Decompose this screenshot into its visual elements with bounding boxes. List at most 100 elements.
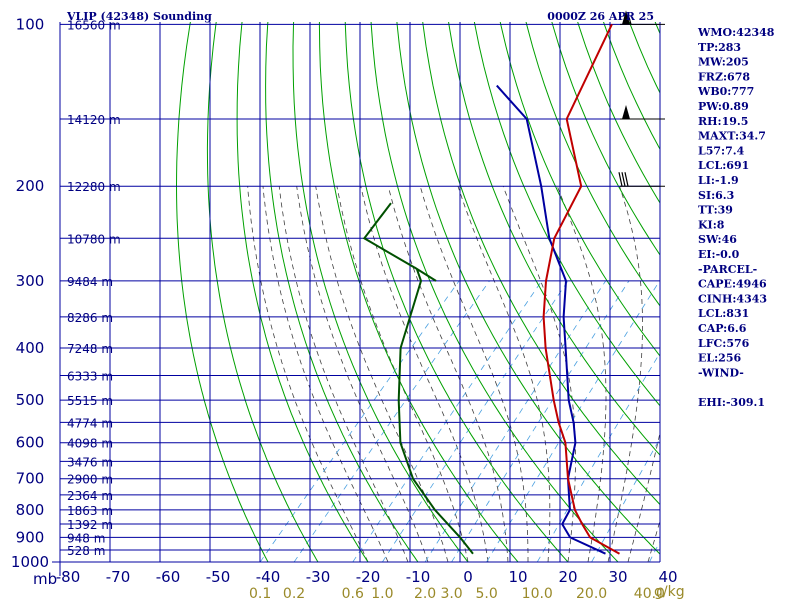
moist-adiabats <box>247 186 660 562</box>
moist-adiabat <box>278 186 409 562</box>
height-label: 2900 m <box>67 473 113 487</box>
mixing-ratio-line <box>352 280 543 562</box>
moist-adiabat <box>360 186 489 562</box>
pressure-tick-label: 1000 <box>11 553 49 571</box>
dry-adiabat <box>175 22 269 562</box>
mixing-ratio-tick-label: 0.2 <box>283 586 305 600</box>
index-entry: -PARCEL- <box>698 263 757 276</box>
index-entry: RH:19.5 <box>698 115 748 128</box>
mixing-ratio-line <box>536 352 660 562</box>
mixing-ratio-line <box>486 280 660 562</box>
moist-adiabat <box>627 431 660 562</box>
index-entry: MW:205 <box>698 56 749 69</box>
plot-grid <box>52 22 661 576</box>
index-entry: CAP:6.6 <box>698 322 747 335</box>
mixing-ratio-line <box>451 280 630 562</box>
moist-adiabat <box>262 186 389 562</box>
moist-adiabat <box>607 186 643 562</box>
index-entry: PW:0.89 <box>698 100 749 113</box>
temperature-tick-label: -80 <box>56 568 81 586</box>
wind-barb-feather <box>618 172 623 187</box>
wind-barbs <box>618 10 665 187</box>
temperature-tick-label: -10 <box>406 568 431 586</box>
temperature-tick-label: 0 <box>463 568 473 586</box>
index-entry: EHI:-309.1 <box>698 396 765 409</box>
index-entry: LFC:576 <box>698 337 750 350</box>
index-entry: EI:-0.0 <box>698 248 740 261</box>
index-entry: SI:6.3 <box>698 189 734 202</box>
temperature-tick-label: -30 <box>306 568 331 586</box>
temperature-tick-label: 20 <box>558 568 577 586</box>
mixing-ratio-tick-label: 1.0 <box>371 586 393 600</box>
index-entry: LI:-1.9 <box>698 174 739 187</box>
pressure-tick-label: 600 <box>16 434 45 452</box>
height-label: 1863 m <box>67 504 113 518</box>
height-label: 10780 m <box>67 232 121 246</box>
wind-barb-pennant <box>622 105 630 120</box>
height-label: 7248 m <box>67 342 113 356</box>
index-entry: TP:283 <box>698 41 741 54</box>
index-entry: CINH:4343 <box>698 292 767 305</box>
index-entry: L57:7.4 <box>698 144 745 157</box>
chart-title: VLIP (42348) Sounding <box>66 10 212 23</box>
index-entry: LCL:691 <box>698 159 749 172</box>
mixing-ratio-line <box>424 280 607 562</box>
temperature-trace <box>542 23 620 555</box>
index-entry: -WIND- <box>698 366 744 379</box>
pressure-tick-label: 700 <box>16 470 45 488</box>
moist-adiabat <box>247 186 369 562</box>
index-entry: EL:256 <box>698 352 741 365</box>
height-label: 5515 m <box>67 394 113 408</box>
index-entry: LCL:831 <box>698 307 749 320</box>
index-entry: WB0:777 <box>697 85 754 98</box>
height-label: 2364 m <box>67 489 113 503</box>
height-label: 528 m <box>67 544 105 558</box>
y-axis-label: mb <box>33 570 57 588</box>
height-label: 12280 m <box>67 180 121 194</box>
mixing-ratio-tick-label: 3.0 <box>440 586 462 600</box>
pressure-tick-label: 900 <box>16 528 45 546</box>
wind-barb-half-feather <box>628 17 632 25</box>
mixing-ratio-tick-label: 2.0 <box>414 586 436 600</box>
index-entry: KI:8 <box>698 218 725 231</box>
wind-barb-pennant <box>622 10 630 25</box>
moist-adiabat <box>556 186 607 562</box>
temperature-tick-label: 10 <box>508 568 527 586</box>
wind-barb-feather <box>624 172 629 187</box>
pressure-tick-label: 800 <box>16 501 45 519</box>
index-entry: CAPE:4946 <box>698 278 767 291</box>
height-label: 3476 m <box>67 455 113 469</box>
index-entry: SW:46 <box>698 233 737 246</box>
wind-barb-feather <box>621 172 626 187</box>
height-label: 4774 m <box>67 416 113 430</box>
height-label: 6333 m <box>67 370 113 384</box>
mixing-ratio-line <box>382 280 569 562</box>
dry-adiabat <box>236 22 369 562</box>
height-label: 16560 m <box>67 18 121 32</box>
temperature-tick-label: -60 <box>156 568 181 586</box>
mixing-ratio-tick-label: 0.6 <box>342 586 364 600</box>
mixing-ratio-tick-label: 5.0 <box>475 586 497 600</box>
pressure-tick-label: 500 <box>16 391 45 409</box>
index-entry: TT:39 <box>698 204 733 217</box>
valid-time: 0000Z 26 APR 25 <box>547 10 654 23</box>
mixing-ratio-tick-label: 20.0 <box>576 586 607 600</box>
height-label: 14120 m <box>67 113 121 127</box>
mixing-ratio-tick-label: 0.1 <box>249 586 271 600</box>
parcel-trace <box>362 202 474 555</box>
dry-adiabat <box>292 22 469 562</box>
dewpoint-trace <box>496 84 606 555</box>
height-label: 948 m <box>67 531 105 545</box>
height-label: 1392 m <box>67 518 113 532</box>
height-label: 4098 m <box>67 437 113 451</box>
pressure-tick-label: 200 <box>16 177 45 195</box>
temperature-tick-label: -50 <box>206 568 231 586</box>
height-label: 8286 m <box>67 311 113 325</box>
pressure-tick-label: 400 <box>16 339 45 357</box>
mixing-ratio-tick-label: 10.0 <box>522 586 553 600</box>
mixing-ratio-tick-label: 40.0 <box>634 586 665 600</box>
index-entry: FRZ:678 <box>698 70 750 83</box>
moist-adiabat <box>457 186 551 562</box>
